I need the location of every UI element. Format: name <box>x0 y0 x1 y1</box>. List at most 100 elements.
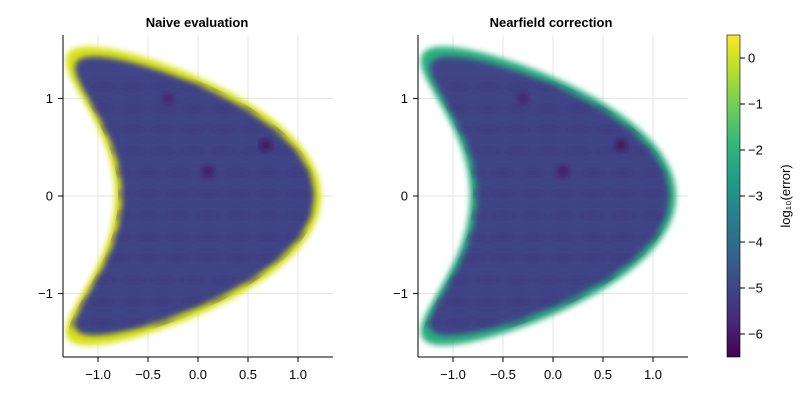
texture-blob <box>269 104 297 113</box>
texture-blob <box>269 147 297 156</box>
texture-blob <box>224 211 252 220</box>
texture-blob <box>579 232 607 241</box>
texture-blob <box>489 232 517 241</box>
colorbar-gradient <box>727 35 740 357</box>
texture-blob <box>564 147 592 156</box>
texture-blob <box>504 147 532 156</box>
texture-blob <box>489 168 517 177</box>
texture-blob <box>164 232 192 241</box>
texture-blob <box>474 297 502 306</box>
texture-blob <box>239 82 267 91</box>
texture-blob <box>474 82 502 91</box>
texture-blob <box>239 297 267 306</box>
texture-blob <box>639 168 667 177</box>
texture-blob <box>134 190 162 199</box>
texture-blob <box>209 275 237 284</box>
texture-blob <box>579 168 607 177</box>
texture-blob <box>624 82 652 91</box>
texture-blob <box>609 232 637 241</box>
texture-blob <box>269 82 297 91</box>
texture-blob <box>549 211 577 220</box>
texture-blob <box>209 125 237 134</box>
texture-blob <box>534 275 562 284</box>
texture-blob <box>609 190 637 199</box>
error-minimum <box>202 165 214 178</box>
texture-blob <box>504 125 532 134</box>
texture-blob <box>179 275 207 284</box>
texture-blob <box>519 168 547 177</box>
texture-blob <box>254 232 282 241</box>
texture-blob <box>504 82 532 91</box>
texture-blob <box>194 232 222 241</box>
texture-blob <box>459 211 487 220</box>
texture-blob <box>284 168 312 177</box>
x-tick-label: 0.0 <box>189 367 207 382</box>
error-minimum <box>260 139 272 152</box>
colorbar-tick-label: −3 <box>748 189 763 204</box>
texture-blob <box>89 275 117 284</box>
texture-blob <box>89 297 117 306</box>
texture-blob <box>534 125 562 134</box>
texture-blob <box>284 211 312 220</box>
texture-blob <box>164 168 192 177</box>
texture-blob <box>594 125 622 134</box>
texture-blob <box>179 82 207 91</box>
texture-blob <box>149 297 177 306</box>
texture-blob <box>134 232 162 241</box>
x-tick-label: 1.0 <box>644 367 662 382</box>
texture-blob <box>119 318 147 327</box>
title-naive-evaluation: Naive evaluation <box>146 15 249 30</box>
texture-blob <box>594 147 622 156</box>
texture-blob <box>624 147 652 156</box>
texture-blob <box>164 190 192 199</box>
texture-blob <box>444 275 472 284</box>
colorbar-tick-label: −2 <box>748 143 763 158</box>
texture-blob <box>119 147 147 156</box>
texture-blob <box>474 318 502 327</box>
x-tick-label: −0.5 <box>490 367 516 382</box>
texture-blob <box>119 125 147 134</box>
texture-blob <box>534 104 562 113</box>
texture-blob <box>104 254 132 263</box>
y-tick-label: −1 <box>38 286 53 301</box>
texture-blob <box>459 190 487 199</box>
texture-blob <box>519 232 547 241</box>
texture-blob <box>504 275 532 284</box>
texture-blob <box>594 318 622 327</box>
colorbar-tick-label: −6 <box>748 327 763 342</box>
texture-blob <box>269 297 297 306</box>
texture-blob <box>639 211 667 220</box>
texture-blob <box>269 275 297 284</box>
texture-blob <box>564 104 592 113</box>
texture-blob <box>594 82 622 91</box>
texture-blob <box>504 104 532 113</box>
error-minimum <box>162 92 174 105</box>
texture-blob <box>564 125 592 134</box>
texture-blob <box>254 254 282 263</box>
error-minimum <box>557 165 569 178</box>
texture-blob <box>149 147 177 156</box>
x-tick-label: 0.5 <box>239 367 257 382</box>
texture-blob <box>149 125 177 134</box>
texture-blob <box>444 82 472 91</box>
texture-blob <box>68 318 87 327</box>
y-tick-label: −1 <box>393 286 408 301</box>
texture-blob <box>254 211 282 220</box>
texture-blob <box>609 211 637 220</box>
texture-blob <box>624 318 652 327</box>
colorbar-tick-label: 0 <box>748 51 755 66</box>
texture-blob <box>459 168 487 177</box>
colorbar-tick-label: −5 <box>748 281 763 296</box>
x-tick-label: 1.0 <box>289 367 307 382</box>
texture-blob <box>119 275 147 284</box>
texture-blob <box>564 275 592 284</box>
texture-blob <box>654 82 673 91</box>
texture-blob <box>459 254 487 263</box>
texture-blob <box>624 297 652 306</box>
error-minimum <box>615 139 627 152</box>
texture-blob <box>194 211 222 220</box>
texture-blob <box>519 254 547 263</box>
error-minimum <box>517 92 529 105</box>
